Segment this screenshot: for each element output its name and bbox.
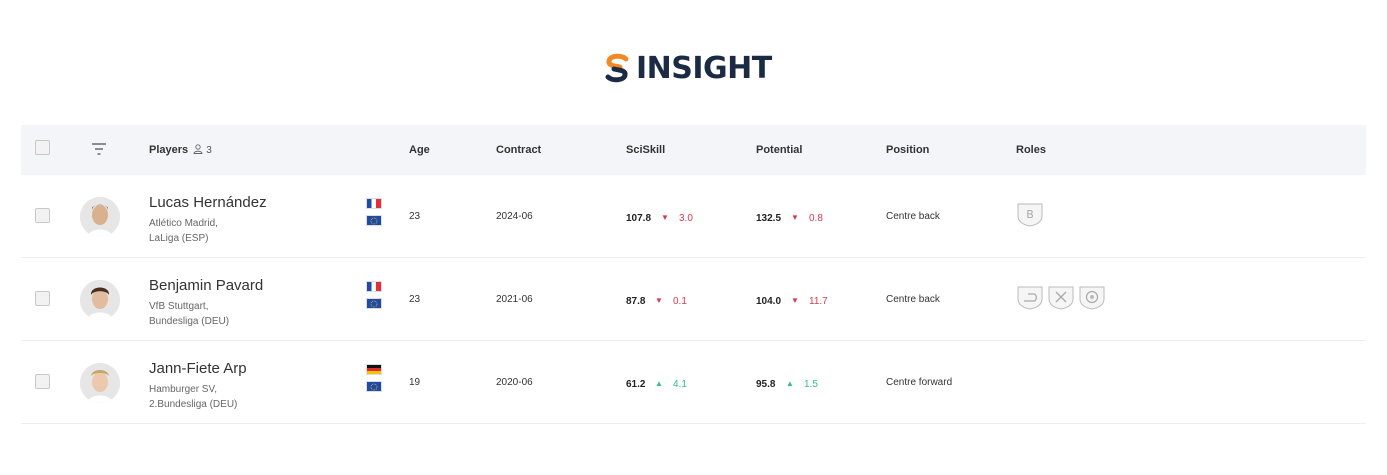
contract-column-header[interactable]: Contract <box>496 144 542 156</box>
eu-flag-icon <box>366 298 382 309</box>
france-flag-icon <box>366 281 382 292</box>
player-name[interactable]: Lucas Hernández <box>149 194 267 211</box>
player-club: VfB Stuttgart, Bundesliga (DEU) <box>149 301 230 327</box>
svg-text:B: B <box>1026 208 1034 221</box>
sciskill-change: 0.1 <box>673 296 687 307</box>
contract-value: 2024-06 <box>496 211 533 222</box>
ball-playing-defender-role-icon[interactable]: B <box>1016 200 1044 227</box>
france-flag-icon <box>366 198 382 209</box>
sciskill-value: 61.2 <box>626 379 646 390</box>
sciskill-value: 87.8 <box>626 296 646 307</box>
eu-flag-icon <box>366 381 382 392</box>
filter-icon[interactable] <box>91 142 107 156</box>
row-checkbox[interactable] <box>35 208 50 223</box>
potential-change: 0.8 <box>809 213 823 224</box>
player-club: Atlético Madrid, LaLiga (ESP) <box>149 218 218 244</box>
sciskill-change: 3.0 <box>679 213 693 224</box>
table-header: Players 3 Age Contract SciSkill Potentia… <box>21 125 1366 175</box>
trend-down-icon: ▼ <box>791 213 799 222</box>
sciskill-change: 4.1 <box>673 379 687 390</box>
row-checkbox[interactable] <box>35 374 50 389</box>
age-value: 23 <box>409 211 421 222</box>
position-column-header[interactable]: Position <box>886 144 930 156</box>
sciskill-column-header[interactable]: SciSkill <box>626 144 666 156</box>
player-photo <box>80 197 120 237</box>
overlapping-role-icon[interactable] <box>1016 283 1044 310</box>
potential-value: 104.0 <box>756 296 782 307</box>
age-column-header[interactable]: Age <box>409 144 430 156</box>
player-photo <box>80 280 120 320</box>
roles-column-header[interactable]: Roles <box>1016 144 1046 156</box>
row-checkbox[interactable] <box>35 291 50 306</box>
sciskill-value: 107.8 <box>626 213 652 224</box>
position-value: Centre forward <box>886 377 953 388</box>
players-count: 3 <box>206 145 212 156</box>
potential-change: 1.5 <box>804 379 818 390</box>
age-value: 23 <box>409 294 421 305</box>
tactical-role-icon[interactable] <box>1047 283 1075 310</box>
players-table: Players 3 Age Contract SciSkill Potentia… <box>21 125 1366 424</box>
players-column-header[interactable]: Players 3 <box>149 144 212 156</box>
avatar <box>80 280 120 320</box>
trend-down-icon: ▼ <box>655 296 663 305</box>
position-value: Centre back <box>886 211 940 222</box>
logo-text: INSIGHT <box>636 50 772 86</box>
player-name[interactable]: Benjamin Pavard <box>149 277 264 294</box>
eu-flag-icon <box>366 215 382 226</box>
insight-logo-icon <box>605 53 629 83</box>
age-value: 19 <box>409 377 421 388</box>
avatar <box>80 197 120 237</box>
germany-flag-icon <box>366 364 382 375</box>
trend-up-icon: ▲ <box>786 379 794 388</box>
player-club: Hamburger SV, 2.Bundesliga (DEU) <box>149 384 238 410</box>
contract-value: 2021-06 <box>496 294 533 305</box>
potential-column-header[interactable]: Potential <box>756 144 803 156</box>
trend-down-icon: ▼ <box>661 213 669 222</box>
table-row[interactable]: Lucas Hernández Atlético Madrid, LaLiga … <box>21 175 1366 258</box>
avatar <box>80 363 120 403</box>
insight-logo: INSIGHT <box>604 50 772 86</box>
potential-value: 95.8 <box>756 379 776 390</box>
table-row[interactable]: Benjamin Pavard VfB Stuttgart, Bundeslig… <box>21 258 1366 341</box>
potential-value: 132.5 <box>756 213 782 224</box>
player-name[interactable]: Jann-Fiete Arp <box>149 360 247 377</box>
contract-value: 2020-06 <box>496 377 533 388</box>
trend-down-icon: ▼ <box>791 296 799 305</box>
player-photo <box>80 363 120 403</box>
ball-winner-role-icon[interactable] <box>1078 283 1106 310</box>
trend-up-icon: ▲ <box>655 379 663 388</box>
select-all-checkbox[interactable] <box>35 140 50 155</box>
table-row[interactable]: Jann-Fiete Arp Hamburger SV, 2.Bundeslig… <box>21 341 1366 424</box>
potential-change: 11.7 <box>809 296 828 307</box>
person-icon <box>193 144 203 154</box>
position-value: Centre back <box>886 294 940 305</box>
